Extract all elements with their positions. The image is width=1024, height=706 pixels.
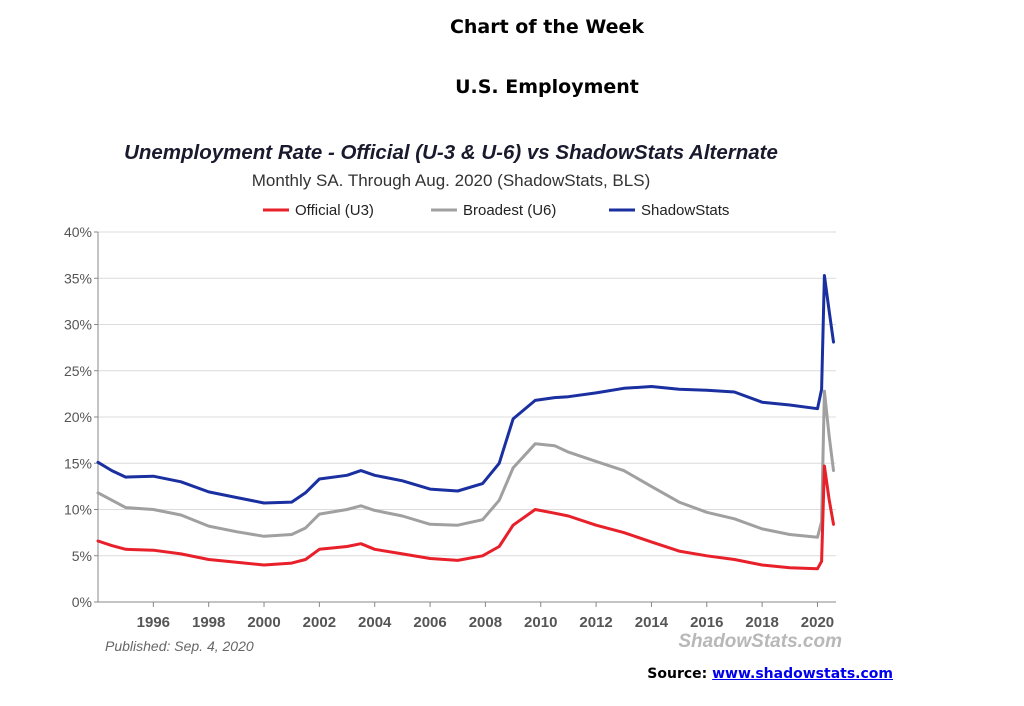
y-tick-label: 10% <box>64 502 92 518</box>
y-tick-label: 35% <box>64 270 92 286</box>
x-tick-label: 2002 <box>303 614 336 631</box>
y-axis: 0% 5% 10% 15% 20% 25% 30% 35% 40% <box>64 224 98 610</box>
x-tick-label: 2008 <box>469 614 502 631</box>
series-line-official-u3 <box>96 464 835 571</box>
x-tick-label: 2006 <box>413 614 446 631</box>
series-line-shadowstats <box>96 274 835 505</box>
source-label: Source: <box>647 666 708 682</box>
y-tick-label: 25% <box>64 363 92 379</box>
legend-label: Broadest (U6) <box>463 202 556 219</box>
watermark: ShadowStats.com <box>678 631 842 652</box>
chart-subtitle: Monthly SA. Through Aug. 2020 (ShadowSta… <box>252 171 650 190</box>
x-tick-label: 1998 <box>192 614 225 631</box>
y-tick-label: 40% <box>64 224 92 240</box>
source-line: Source: www.shadowstats.com <box>647 666 893 682</box>
x-tick-label: 2012 <box>579 614 612 631</box>
y-tick-label: 0% <box>72 594 92 610</box>
chart-legend: Official (U3) Broadest (U6) ShadowStats <box>263 202 729 219</box>
page-subtitle: U.S. Employment <box>455 76 639 98</box>
y-tick-label: 20% <box>64 409 92 425</box>
x-tick-label: 2004 <box>358 614 392 631</box>
x-tick-label: 1996 <box>137 614 170 631</box>
legend-label: Official (U3) <box>295 202 374 219</box>
legend-label: ShadowStats <box>641 202 729 219</box>
chart-title: Unemployment Rate - Official (U-3 & U-6)… <box>124 141 778 164</box>
y-tick-label: 5% <box>72 548 92 564</box>
x-tick-label: 2016 <box>690 614 723 631</box>
y-tick-label: 30% <box>64 317 92 333</box>
series-line-broadest-u6 <box>96 389 835 539</box>
x-axis: 1996 1998 2000 2002 2004 2006 2008 2010 2012 2014… <box>137 602 834 631</box>
x-tick-label: 2020 <box>801 614 834 631</box>
chart-series <box>96 274 835 571</box>
x-tick-label: 2010 <box>524 614 557 631</box>
x-tick-label: 2014 <box>635 614 669 631</box>
source-link[interactable]: www.shadowstats.com <box>712 666 893 682</box>
x-tick-label: 2018 <box>745 614 778 631</box>
page-title: Chart of the Week <box>449 16 645 38</box>
y-tick-label: 15% <box>64 455 92 471</box>
chart-grid <box>97 231 836 603</box>
published-note: Published: Sep. 4, 2020 <box>105 638 254 654</box>
x-tick-label: 2000 <box>247 614 280 631</box>
